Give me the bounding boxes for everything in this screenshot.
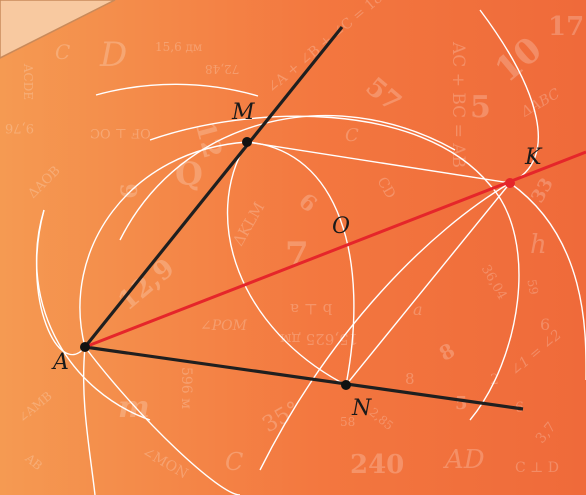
- bg-text-44: AD: [445, 445, 485, 475]
- bg-text-39: 58: [340, 415, 356, 429]
- arc-through-mn-right: [246, 141, 355, 386]
- bg-text-1: 15,6 дм: [155, 40, 203, 54]
- bg-text-28: 6: [540, 315, 551, 334]
- arc-from-m: [149, 115, 520, 421]
- arc-bottom-through-a: [82, 346, 96, 495]
- ray-am: [83, 25, 344, 349]
- arc-left-bottom: [35, 209, 86, 356]
- bg-text-11: 5: [470, 90, 491, 125]
- bg-text-47: C ⊥ D: [515, 460, 560, 476]
- bg-text-16: Q: [175, 155, 203, 193]
- bg-text-8: C: [55, 40, 71, 64]
- bisector-ray: [84, 150, 586, 349]
- label-k: K: [525, 145, 542, 170]
- point-k: [505, 178, 515, 188]
- bg-text-41: C: [225, 448, 244, 476]
- bg-text-22: ∠POM: [200, 318, 247, 334]
- arc-from-a-2: [95, 83, 259, 97]
- label-a: A: [53, 350, 69, 375]
- point-a: [80, 342, 90, 352]
- arc-through-mn-left: [226, 141, 347, 386]
- bg-text-19: 7: [285, 235, 309, 275]
- arc-right-outer: [479, 9, 540, 184]
- bg-text-21: C: [345, 125, 359, 146]
- ray-an: [84, 345, 524, 411]
- chord-m-k: [246, 141, 511, 184]
- circle-arc-lower: [84, 346, 241, 495]
- bg-text-48: 17: [548, 12, 585, 42]
- point-n: [341, 380, 351, 390]
- label-o: O: [332, 214, 351, 239]
- bg-text-25: a: [413, 300, 423, 319]
- label-m: M: [232, 100, 255, 125]
- paper-corner: [0, 0, 116, 59]
- bg-text-43: 240: [350, 450, 405, 480]
- arc-right-lower: [509, 182, 586, 380]
- bg-text-7: D: [100, 35, 128, 75]
- arc-from-a-1: [35, 209, 151, 421]
- chord-n-k: [345, 182, 511, 386]
- bg-text-52: h: [530, 230, 547, 260]
- arc-from-n: [259, 182, 511, 471]
- label-n: N: [352, 396, 372, 421]
- arc-big-circle: [79, 141, 248, 348]
- point-m: [242, 137, 252, 147]
- bg-text-30: 8: [405, 370, 415, 388]
